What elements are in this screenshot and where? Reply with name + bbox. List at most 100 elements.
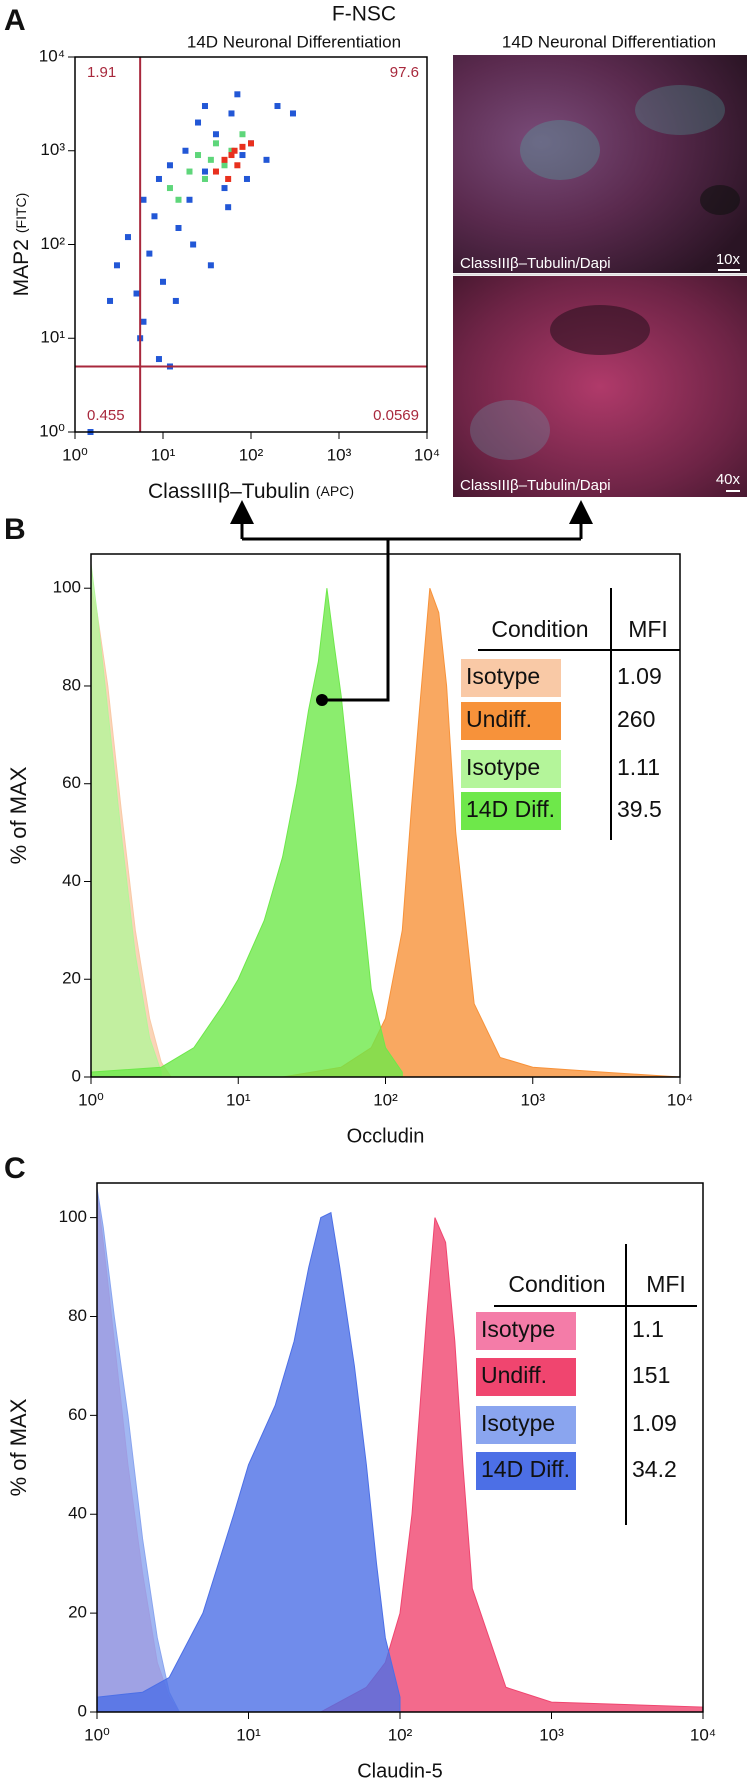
legend-mfi: 1.1	[632, 1316, 664, 1342]
x-tick-label: 10³	[539, 1725, 564, 1744]
point	[175, 224, 182, 231]
point	[140, 318, 147, 325]
micrograph-scale: 40x	[716, 471, 741, 488]
quadrant-value: 0.0569	[373, 407, 419, 424]
point	[175, 196, 182, 203]
micrograph-caption: ClassIIIβ–Tubulin/Dapi	[460, 255, 611, 272]
point	[160, 278, 166, 285]
y-tick-label: 40	[68, 1504, 87, 1523]
y-axis-label: % of MAX	[6, 766, 31, 864]
quadrant-value: 1.91	[87, 64, 116, 81]
point	[243, 175, 250, 182]
y-tick-label: 60	[62, 773, 81, 792]
legend-header: MFI	[646, 1271, 686, 1297]
legend-swatch	[461, 792, 561, 830]
plot-frame	[90, 553, 681, 1078]
legend-header: MFI	[628, 616, 668, 642]
micrograph-caption: ClassIIIβ–Tubulin/Dapi	[460, 477, 611, 494]
point	[221, 156, 228, 163]
legend-mfi: 34.2	[632, 1456, 677, 1482]
point	[113, 262, 120, 269]
point	[234, 162, 241, 169]
y-tick-label: 20	[62, 969, 81, 988]
legend-swatch	[476, 1358, 576, 1396]
point	[166, 185, 173, 192]
point	[239, 143, 246, 150]
x-tick-label: 10³	[327, 445, 352, 464]
legend-mfi: 1.11	[617, 754, 660, 780]
x-axis-label-text: ClassIIIβ–Tubulin	[148, 480, 310, 503]
legend-label: Undiff.	[466, 706, 532, 732]
point	[155, 356, 162, 363]
plot-frame	[96, 1182, 704, 1713]
micrograph-texture	[700, 185, 740, 215]
x-tick-label: 10¹	[226, 1090, 251, 1109]
y-tick-label: 80	[68, 1306, 87, 1325]
legend-label: Isotype	[466, 754, 540, 780]
panel-label: A	[4, 4, 26, 37]
point	[140, 196, 147, 203]
x-tick-label: 10⁴	[690, 1725, 716, 1744]
legend-mfi: 1.09	[632, 1410, 677, 1436]
connector-dot	[316, 694, 328, 706]
point	[207, 262, 214, 269]
legend-label: Undiff.	[481, 1362, 547, 1388]
legend-label: 14D Diff.	[481, 1456, 570, 1482]
micrograph	[453, 55, 747, 273]
point	[182, 147, 189, 154]
legend-label: Isotype	[481, 1316, 555, 1342]
point	[289, 110, 296, 117]
point	[225, 204, 232, 211]
y-axis-label: % of MAX	[6, 1398, 31, 1496]
overlay	[230, 500, 593, 706]
point	[228, 147, 235, 154]
histogram-area	[90, 588, 403, 1078]
plot-frame	[74, 56, 428, 433]
point	[155, 175, 162, 182]
legend-swatch	[476, 1312, 576, 1350]
y-tick-label: 0	[72, 1066, 81, 1085]
y-tick-label: 20	[68, 1603, 87, 1622]
histogram-area	[96, 1187, 181, 1713]
point	[231, 147, 238, 154]
point	[201, 103, 208, 110]
point	[234, 91, 241, 98]
chart-title: F-NSC	[332, 3, 396, 26]
point	[212, 140, 219, 147]
x-tick-label: 10²	[239, 445, 264, 464]
y-tick-label: 10⁴	[39, 46, 65, 65]
y-tick-label: 40	[62, 871, 81, 890]
y-tick-label: 60	[68, 1405, 87, 1424]
x-axis-label: Occludin	[347, 1125, 425, 1147]
micrograph-texture	[470, 400, 550, 460]
point	[201, 175, 208, 182]
quadrant-value: 97.6	[390, 64, 419, 81]
point	[107, 297, 114, 304]
point	[190, 241, 197, 248]
x-axis-label: Claudin-5	[357, 1760, 443, 1781]
point	[221, 185, 228, 192]
point	[166, 162, 173, 169]
legend-swatch	[461, 750, 561, 788]
micrograph-texture	[550, 305, 650, 355]
point	[274, 103, 281, 110]
point	[263, 156, 270, 163]
point	[212, 131, 219, 138]
point	[186, 196, 193, 203]
panel-label: B	[4, 513, 26, 546]
legend-swatch	[476, 1406, 576, 1444]
point	[221, 162, 228, 169]
y-tick-label: 100	[53, 578, 81, 597]
x-tick-label: 10⁰	[62, 445, 88, 464]
y-axis-label: MAP2 (FITC)	[10, 193, 33, 297]
point	[172, 297, 179, 304]
legend-header: Condition	[491, 616, 588, 642]
point	[228, 110, 235, 117]
point	[186, 168, 193, 175]
y-axis-label-text: MAP2	[10, 239, 33, 296]
quadrant-value: 0.455	[87, 407, 125, 424]
point	[133, 290, 140, 297]
y-tick-label: 100	[59, 1207, 87, 1226]
micrograph-title: 14D Neuronal Differentiation	[502, 32, 716, 51]
legend-swatch	[461, 659, 561, 697]
